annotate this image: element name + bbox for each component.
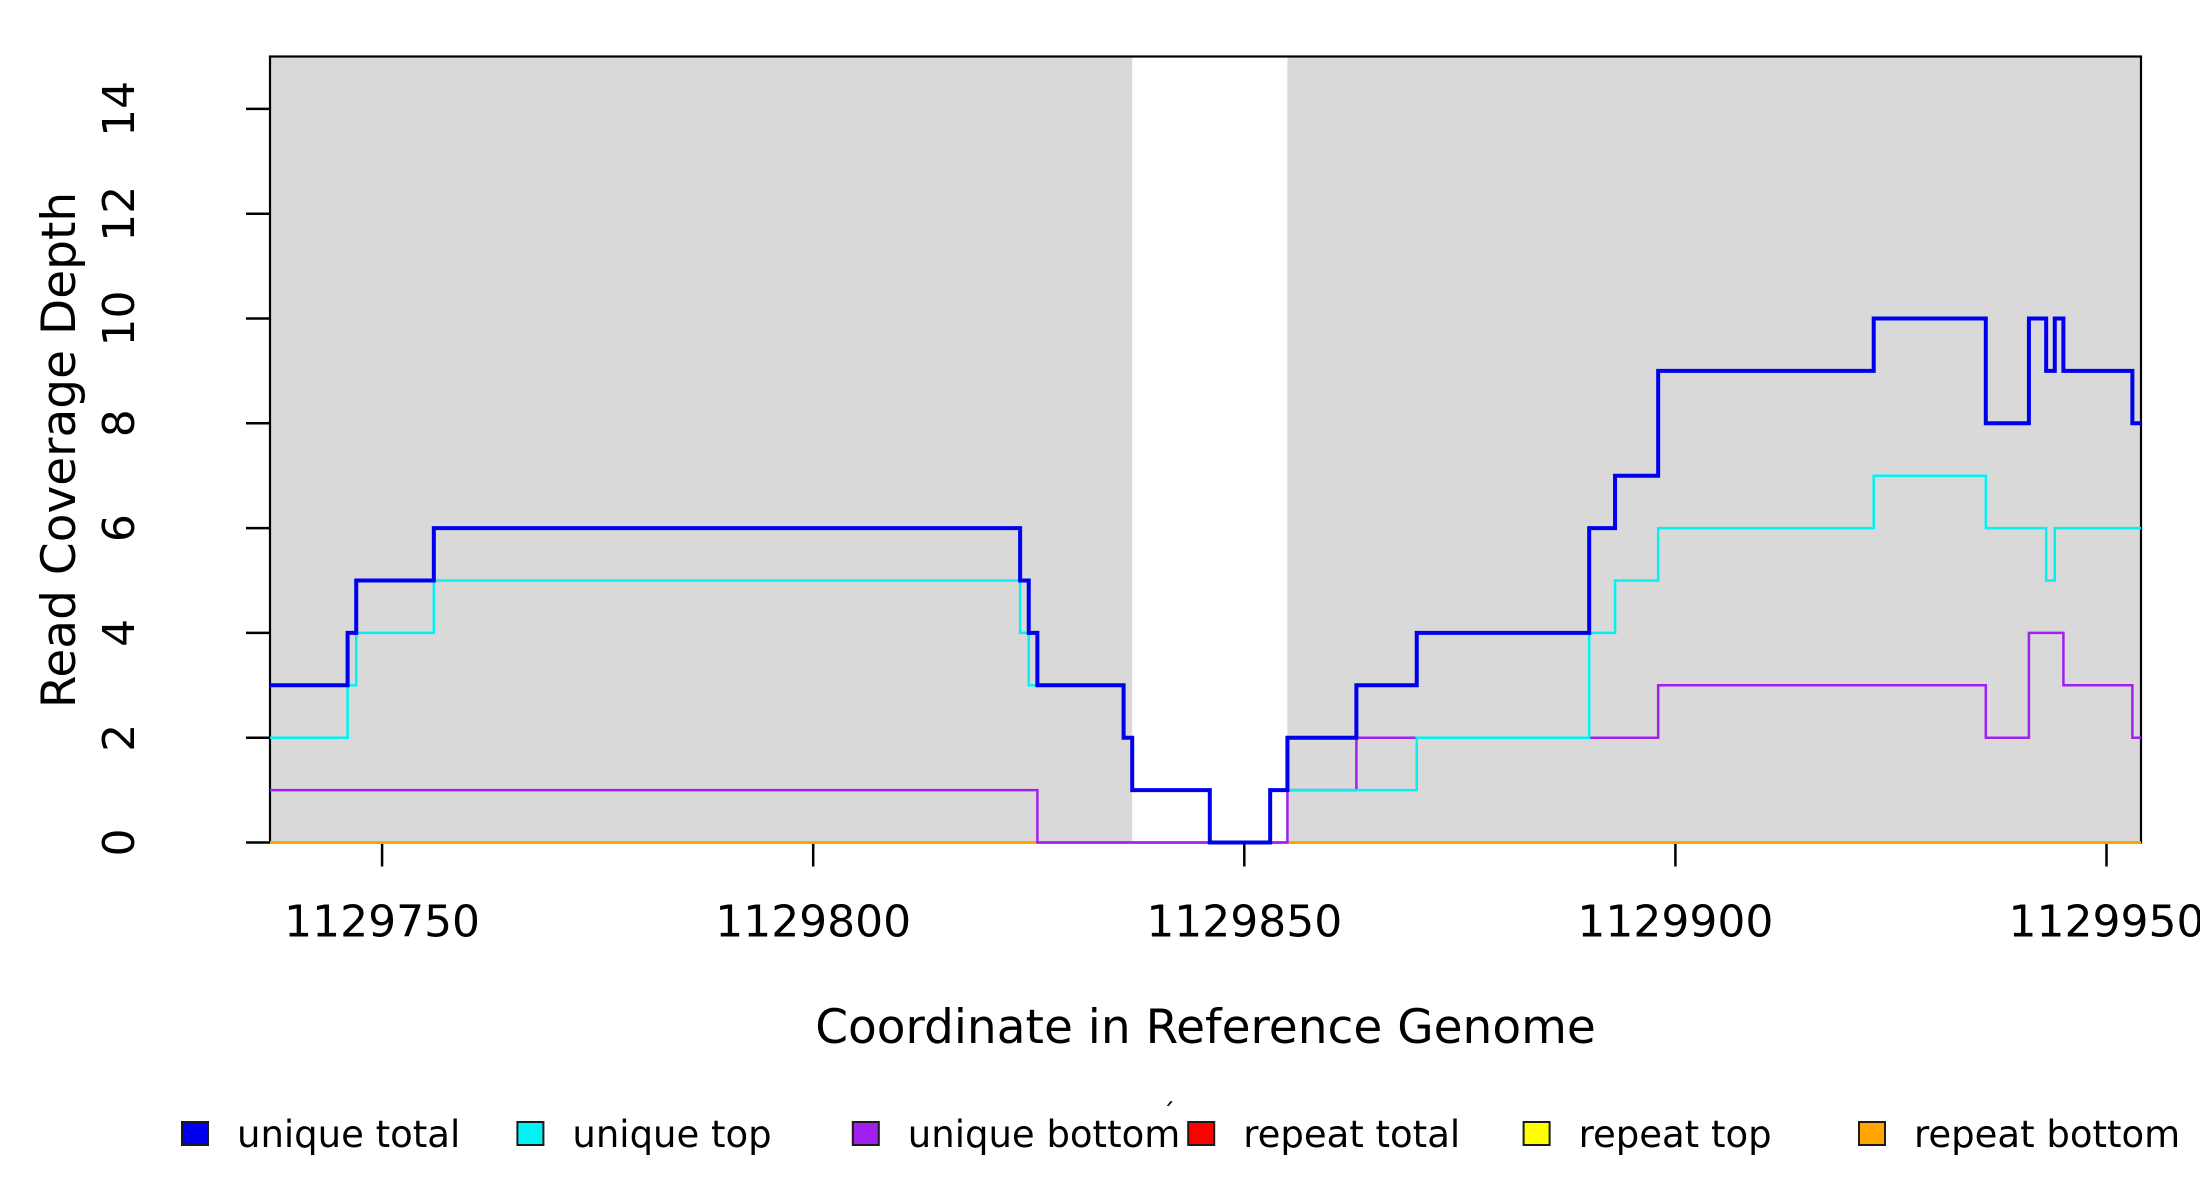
x-tick-label: 1129750	[284, 897, 480, 948]
legend-label: repeat total	[1243, 1113, 1460, 1156]
stray-mark: ´	[1162, 1099, 1175, 1129]
legend-item-unique-bottom: unique bottom	[851, 1113, 1180, 1156]
legend-item-unique-top: unique top	[516, 1113, 772, 1156]
legend-swatch	[851, 1121, 880, 1146]
legend: unique total unique top unique bottom repea…	[181, 1113, 2180, 1156]
gray-region-right	[1287, 56, 2141, 843]
legend-label: repeat top	[1579, 1113, 1772, 1156]
x-tick-label: 1129900	[1577, 897, 1773, 948]
y-tick-label: 14	[94, 81, 145, 137]
legend-label: unique top	[572, 1113, 771, 1156]
y-axis: 0 2 4 6 8 10 12 14	[94, 81, 270, 857]
legend-label: repeat bottom	[1914, 1113, 2180, 1156]
legend-label: unique bottom	[908, 1113, 1180, 1156]
legend-item-repeat-bottom: repeat bottom	[1858, 1113, 2180, 1156]
y-tick-label: 2	[94, 724, 145, 752]
legend-swatch	[516, 1121, 545, 1146]
gray-region-left	[270, 56, 1133, 843]
x-tick-label: 1129850	[1146, 897, 1342, 948]
y-tick-label: 6	[94, 514, 145, 542]
x-axis: 1129750 1129800 1129850 1129900 1129950	[284, 842, 2200, 948]
y-tick-label: 10	[94, 291, 145, 347]
legend-swatch	[1522, 1121, 1551, 1146]
legend-label: unique total	[237, 1113, 460, 1156]
legend-swatch	[1858, 1121, 1886, 1146]
legend-swatch	[1187, 1121, 1216, 1146]
x-tick-label: 1129950	[2009, 897, 2200, 948]
y-tick-label: 8	[94, 409, 145, 437]
y-tick-label: 0	[94, 829, 145, 857]
series-unique-total	[270, 316, 2141, 845]
y-tick-label: 12	[94, 186, 145, 242]
legend-item-repeat-top: repeat top	[1522, 1113, 1772, 1156]
x-tick-label: 1129800	[715, 897, 911, 948]
y-axis-title: Read Coverage Depth	[32, 192, 87, 708]
x-axis-title: Coordinate in Reference Genome	[815, 1000, 1596, 1055]
y-tick-label: 4	[94, 619, 145, 647]
legend-item-unique-total: unique total	[181, 1113, 460, 1156]
legend-swatch	[181, 1121, 209, 1146]
legend-item-repeat-total: repeat total	[1187, 1113, 1460, 1156]
